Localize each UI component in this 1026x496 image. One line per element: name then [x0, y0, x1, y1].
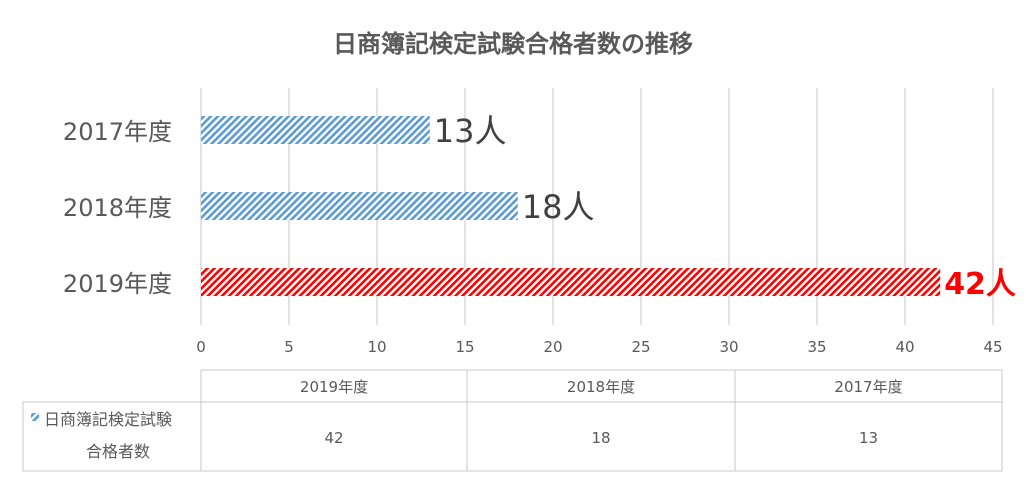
x-tick-label: 25 — [631, 338, 650, 356]
x-tick-label: 10 — [367, 338, 386, 356]
x-tick-label: 15 — [455, 338, 474, 356]
table-cell: 13 — [859, 429, 878, 447]
table-header: 2019年度 — [300, 378, 368, 396]
data-label: 18人 — [522, 188, 595, 226]
chart-title: 日商簿記検定試験合格者数の推移 — [333, 30, 693, 58]
x-tick-label: 40 — [895, 338, 914, 356]
x-tick-label: 0 — [196, 338, 206, 356]
legend-key — [31, 413, 39, 421]
x-tick-label: 30 — [719, 338, 738, 356]
x-tick-label: 20 — [543, 338, 562, 356]
legend-label: 合格者数 — [86, 442, 150, 461]
data-label: 42人 — [944, 267, 1016, 302]
table-header: 2018年度 — [567, 378, 635, 396]
bar — [201, 268, 941, 296]
bar — [201, 116, 430, 144]
table-cell: 18 — [591, 429, 610, 447]
table-header: 2017年度 — [834, 378, 902, 396]
data-label: 13人 — [434, 112, 507, 150]
table-cell: 42 — [324, 429, 343, 447]
x-tick-label: 5 — [284, 338, 294, 356]
x-tick-label: 45 — [983, 338, 1002, 356]
bar — [201, 192, 518, 220]
y-category-label: 2019年度 — [63, 270, 172, 298]
y-category-label: 2017年度 — [63, 118, 172, 146]
legend-label: 日商簿記検定試験 — [44, 410, 172, 429]
x-tick-label: 35 — [807, 338, 826, 356]
y-category-label: 2018年度 — [63, 194, 172, 222]
